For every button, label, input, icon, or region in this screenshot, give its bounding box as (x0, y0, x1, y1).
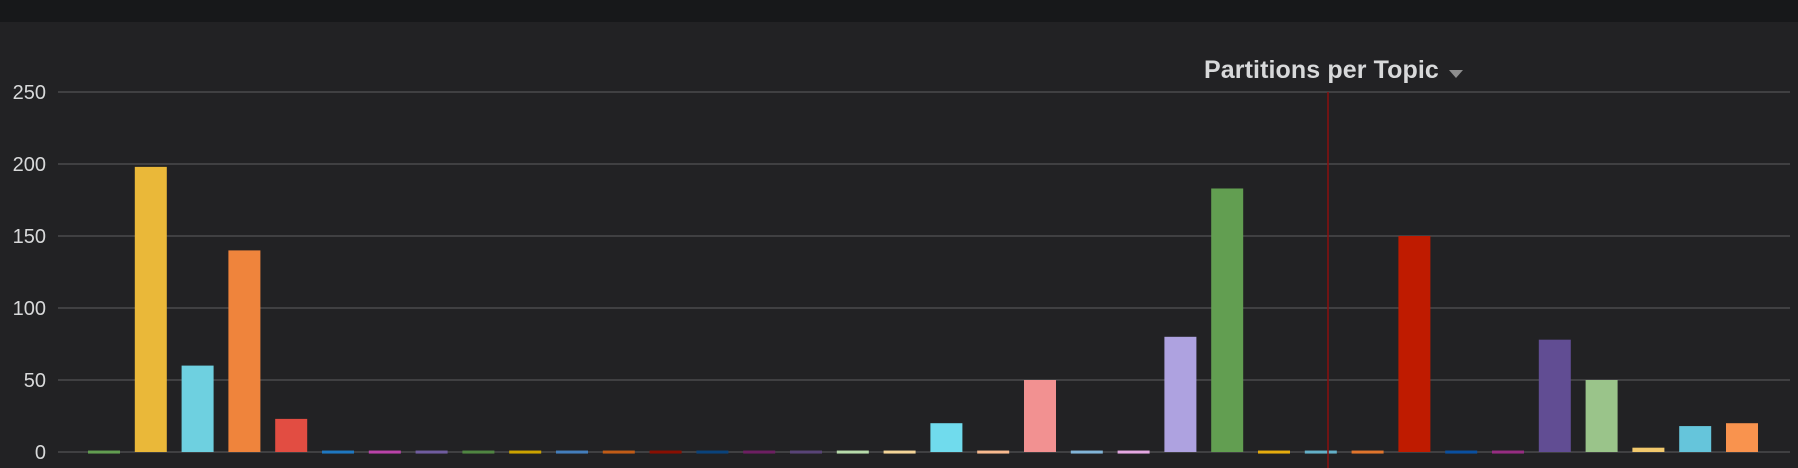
panel-title-menu[interactable]: Partitions per Topic (1204, 56, 1463, 85)
top-bar (0, 0, 1798, 22)
bar[interactable] (1632, 447, 1665, 452)
bar[interactable] (1538, 339, 1571, 452)
bar[interactable] (1585, 380, 1618, 452)
bar[interactable] (1211, 188, 1244, 453)
bar[interactable] (1070, 450, 1103, 454)
bar[interactable] (368, 450, 401, 454)
bar[interactable] (1117, 450, 1150, 454)
bar[interactable] (556, 450, 588, 454)
bar[interactable] (228, 250, 261, 452)
y-tick-label: 0 (35, 442, 46, 464)
bar[interactable] (790, 450, 822, 454)
y-tick-label: 250 (13, 82, 46, 104)
bar-chart: 0 50 100 150 200 250 (13, 82, 1790, 468)
bar[interactable] (977, 450, 1010, 454)
bar[interactable] (1398, 236, 1431, 452)
chevron-down-icon (1448, 69, 1463, 78)
bars (88, 166, 1758, 454)
bar[interactable] (883, 450, 916, 454)
bar[interactable] (462, 450, 495, 454)
bar[interactable] (1258, 450, 1290, 454)
bar[interactable] (275, 418, 308, 452)
y-tick-label: 150 (13, 226, 46, 248)
bar[interactable] (134, 166, 167, 452)
y-tick-label: 100 (13, 298, 46, 320)
bar[interactable] (1679, 426, 1712, 452)
panel-title: Partitions per Topic (1204, 56, 1439, 84)
bar[interactable] (649, 450, 682, 454)
bar[interactable] (509, 450, 542, 454)
bar[interactable] (1492, 450, 1524, 454)
bar[interactable] (1726, 423, 1758, 452)
bar[interactable] (415, 450, 448, 454)
bar[interactable] (181, 365, 214, 452)
y-axis: 0 50 100 150 200 250 (13, 82, 46, 464)
bar[interactable] (88, 450, 120, 454)
y-tick-label: 50 (24, 370, 46, 392)
bar[interactable] (1304, 450, 1337, 454)
bar[interactable] (696, 450, 729, 454)
bar[interactable] (1445, 450, 1478, 454)
bar[interactable] (1351, 450, 1384, 454)
bar[interactable] (1024, 380, 1056, 452)
bar[interactable] (930, 423, 963, 452)
graph-panel: 0 50 100 150 200 250 Partitions per Topic (0, 22, 1798, 468)
bar[interactable] (1164, 336, 1197, 452)
y-tick-label: 200 (13, 154, 46, 176)
bar[interactable] (602, 450, 635, 454)
grid-lines (58, 91, 1790, 453)
bar[interactable] (322, 450, 354, 454)
bar[interactable] (836, 450, 869, 454)
bar[interactable] (743, 450, 776, 454)
